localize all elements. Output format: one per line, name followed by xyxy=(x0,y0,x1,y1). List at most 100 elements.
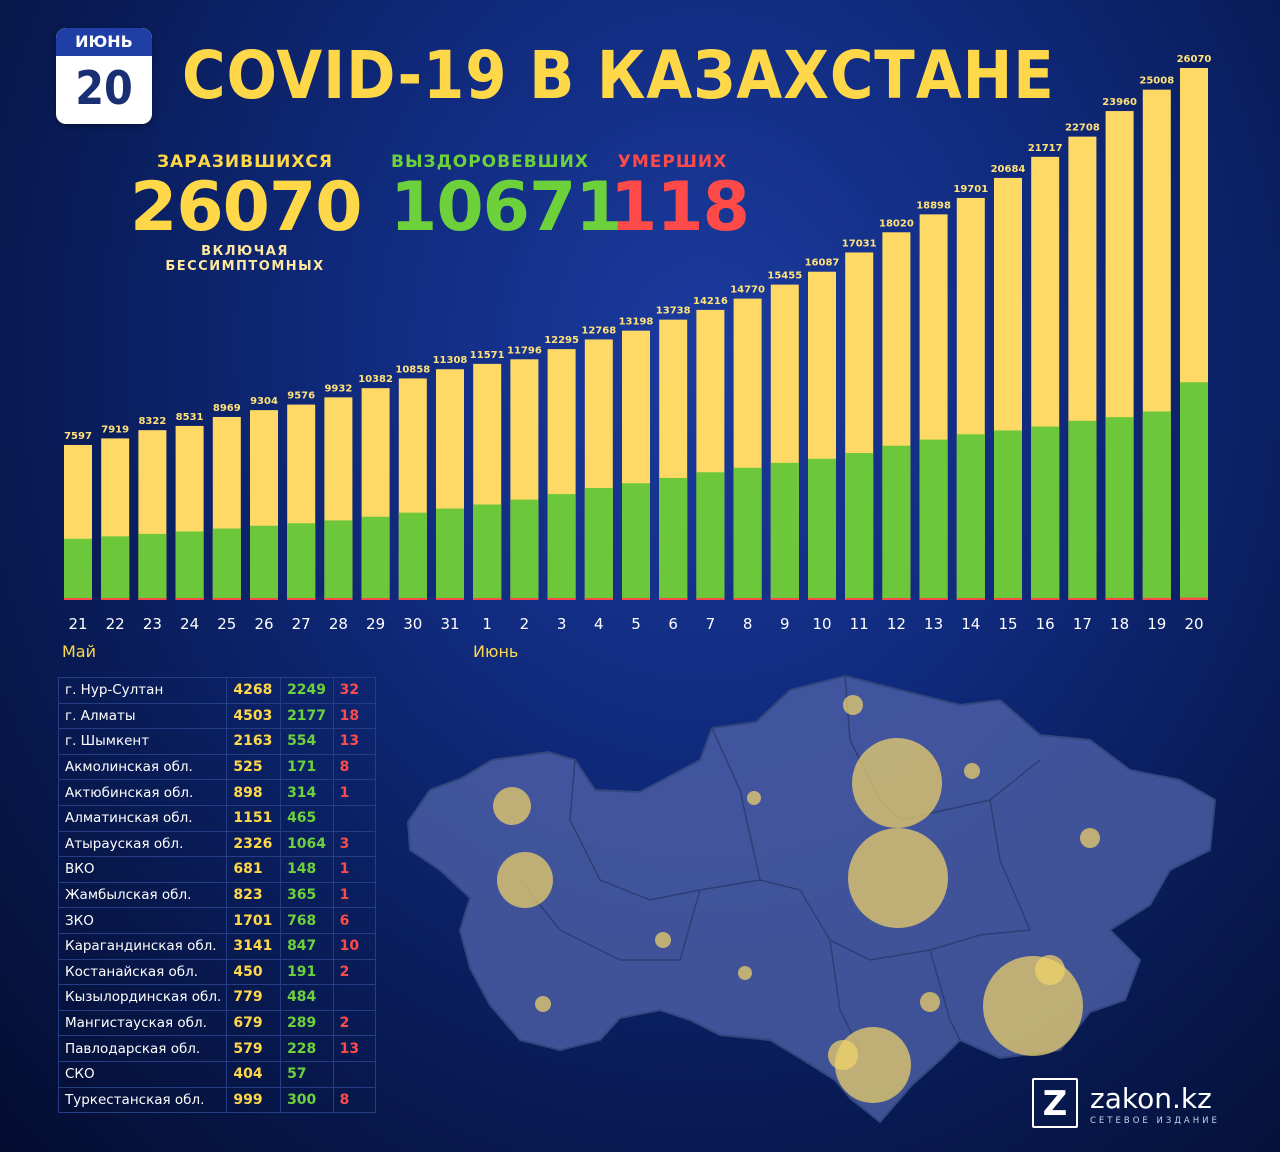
x-tick-label: 12 xyxy=(887,615,906,633)
stat-infected-sub: ВКЛЮЧАЯ БЕССИМПТОМНЫХ xyxy=(165,244,325,274)
bar-value-label: 7597 xyxy=(64,431,92,442)
bar-deaths xyxy=(919,598,948,600)
region-deaths: 32 xyxy=(332,677,377,704)
bar-value-label: 21717 xyxy=(1028,143,1063,154)
x-tick-label: 23 xyxy=(143,615,162,633)
bar-deaths xyxy=(808,598,836,600)
region-name: г. Шымкент xyxy=(57,728,228,755)
bar-recovered xyxy=(287,523,316,600)
x-tick-label: 26 xyxy=(254,615,273,633)
x-tick-label: 5 xyxy=(631,615,641,633)
region-recovered: 228 xyxy=(280,1035,334,1062)
region-name: г. Алматы xyxy=(57,702,228,730)
table-row: Акмолинская обл. 525 171 8 xyxy=(57,753,377,781)
bar-recovered xyxy=(1142,411,1171,600)
region-name: Актюбинская обл. xyxy=(57,779,228,806)
x-tick-label: 22 xyxy=(106,615,125,633)
bar-recovered xyxy=(622,483,650,600)
region-name: Атырауская обл. xyxy=(57,830,228,858)
bar-deaths xyxy=(1180,597,1208,600)
bar-deaths xyxy=(64,598,92,600)
bar-deaths xyxy=(510,598,539,600)
table-row: Карагандинская обл. 3141 847 10 xyxy=(57,932,377,960)
bar-deaths xyxy=(1142,597,1171,600)
map-bubbles xyxy=(493,695,1100,1103)
bar-value-label: 10382 xyxy=(358,374,393,385)
bar-value-label: 8322 xyxy=(138,416,166,427)
region-name: г. Нур-Султан xyxy=(57,677,228,704)
region-deaths: 10 xyxy=(332,932,377,960)
bar-deaths xyxy=(584,598,613,600)
bar-value-label: 14216 xyxy=(693,296,728,307)
table-row: Костанайская обл. 450 191 2 xyxy=(57,958,377,986)
bar-value-label: 23960 xyxy=(1102,97,1137,108)
region-bubble xyxy=(828,1040,858,1070)
region-recovered: 1064 xyxy=(280,830,334,858)
bar-value-label: 10858 xyxy=(395,364,430,375)
bar-recovered xyxy=(1180,382,1208,600)
bar-value-label: 13198 xyxy=(619,317,654,328)
region-deaths xyxy=(332,1060,377,1088)
region-deaths: 8 xyxy=(332,1086,377,1114)
region-bubble xyxy=(843,695,863,715)
logo-name: zakon.kz xyxy=(1090,1082,1212,1115)
bar-recovered xyxy=(250,525,278,600)
bar-recovered xyxy=(1031,426,1060,600)
x-tick-label: 6 xyxy=(668,615,678,633)
x-tick-label: 31 xyxy=(440,615,459,633)
bar-value-label: 9304 xyxy=(250,396,278,407)
bar-value-label: 16087 xyxy=(805,258,840,269)
bar-recovered xyxy=(361,516,390,600)
table-row: г. Нур-Султан 4268 2249 32 xyxy=(57,677,377,704)
table-row: ВКО 681 148 1 xyxy=(57,856,377,883)
stat-recovered-label: ВЫЗДОРОВЕВШИХ xyxy=(390,152,590,172)
region-infected: 1701 xyxy=(226,907,282,934)
bar-recovered xyxy=(324,520,353,600)
stat-deaths: УМЕРШИХ 118 xyxy=(610,152,750,244)
bar-recovered xyxy=(584,487,613,600)
region-deaths: 2 xyxy=(332,958,377,986)
page-title: COVID-19 В КАЗАХСТАНЕ xyxy=(182,37,1055,114)
region-deaths: 13 xyxy=(332,1035,377,1062)
region-infected: 823 xyxy=(226,881,282,909)
bar-recovered xyxy=(1068,420,1097,600)
bar-recovered xyxy=(101,536,130,600)
region-bubble xyxy=(655,932,671,948)
bar-deaths xyxy=(696,598,725,600)
bar-deaths xyxy=(473,598,502,600)
chart-x-labels: 21 22 23 24 25 26 27 28 29 30 31 1 2 3 4 5 6 7 8 9 10 11 12 13 1… xyxy=(62,615,1204,661)
region-recovered: 554 xyxy=(280,728,334,755)
bar-value-label: 7919 xyxy=(101,424,129,435)
region-deaths: 18 xyxy=(332,702,377,730)
region-name: Акмолинская обл. xyxy=(57,753,228,781)
bar-recovered xyxy=(547,494,576,600)
x-tick-label: 15 xyxy=(998,615,1017,633)
bar-value-label: 12295 xyxy=(544,335,579,346)
bar-deaths xyxy=(250,598,278,600)
bar-deaths xyxy=(361,598,390,600)
bar-value-label: 8969 xyxy=(213,403,241,414)
region-recovered: 847 xyxy=(280,932,334,960)
stat-deaths-label: УМЕРШИХ xyxy=(617,152,728,172)
region-recovered: 191 xyxy=(280,958,334,986)
bar-recovered xyxy=(659,477,688,600)
bar-value-label: 14770 xyxy=(730,285,765,296)
border-line xyxy=(989,799,1031,931)
bar-deaths xyxy=(212,598,241,600)
bar-value-label: 15455 xyxy=(767,271,802,282)
region-name: Туркестанская обл. xyxy=(57,1086,228,1114)
bar-recovered xyxy=(733,467,762,600)
region-deaths xyxy=(332,984,377,1011)
region-recovered: 289 xyxy=(280,1009,334,1037)
bar-deaths xyxy=(956,598,985,600)
bar-recovered xyxy=(808,458,836,600)
bar-value-label: 26070 xyxy=(1177,54,1212,65)
region-infected: 404 xyxy=(226,1060,282,1088)
bar-value-label: 8531 xyxy=(176,412,204,423)
region-infected: 898 xyxy=(226,779,282,806)
region-infected: 525 xyxy=(226,753,282,781)
bar-value-label: 9576 xyxy=(287,391,315,402)
bar-value-label: 11308 xyxy=(433,355,468,366)
table-row: Алматинская обл. 1151 465 xyxy=(57,804,377,832)
